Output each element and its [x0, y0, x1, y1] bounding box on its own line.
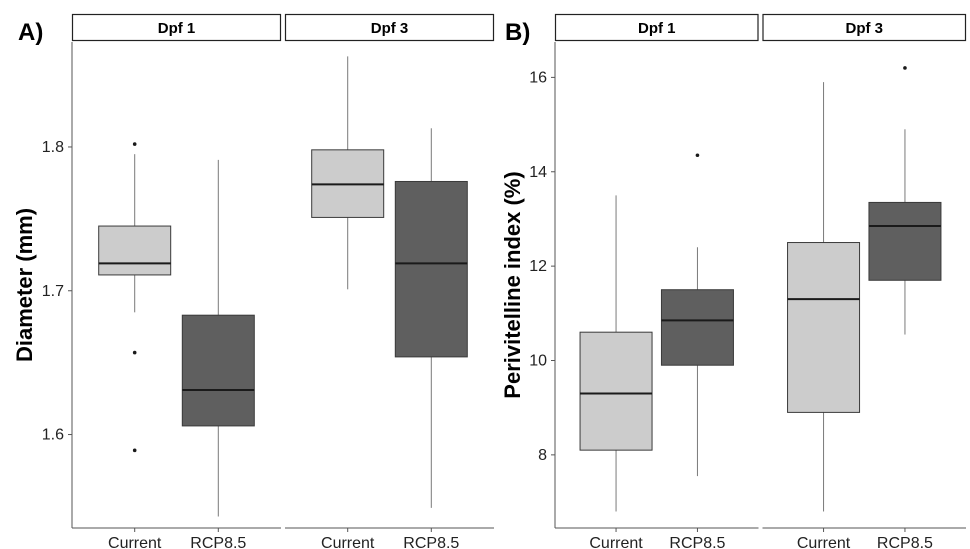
- facet-strip: [554, 13, 759, 42]
- x-tick-label: RCP8.5: [877, 535, 933, 549]
- x-tick-label: Current: [589, 535, 643, 549]
- y-tick-label: 14: [529, 164, 547, 181]
- panel-label: B): [505, 19, 530, 46]
- box-rcp85: [868, 66, 942, 335]
- y-tick-label: 12: [529, 258, 547, 275]
- box-current: [311, 56, 385, 290]
- x-tick-label: RCP8.5: [190, 535, 246, 549]
- y-tick-label: 8: [538, 447, 547, 464]
- box-iqr: [787, 242, 861, 413]
- outlier-point: [132, 142, 137, 146]
- box-rcp85: [181, 159, 255, 517]
- outlier-point: [132, 350, 137, 355]
- box-iqr: [98, 225, 172, 276]
- facet-strip: [71, 13, 282, 42]
- facet-strip: [762, 13, 967, 42]
- box-iqr: [394, 180, 468, 358]
- y-axis-title: Diameter (mm): [12, 208, 37, 362]
- outlier-point: [903, 66, 907, 70]
- facet-strip-label: Dpf 3: [371, 20, 409, 37]
- x-tick-label: Current: [321, 535, 375, 549]
- facet-strip-label: Dpf 1: [158, 20, 196, 37]
- y-tick-label: 1.8: [42, 139, 64, 156]
- facet-strip-label: Dpf 1: [638, 20, 676, 37]
- x-tick-label: RCP8.5: [669, 535, 725, 549]
- chart-panel-b: B) Perivitelline index (%) 8 10 12 14 16 Dpf 1 C…: [500, 13, 967, 549]
- y-tick-label: 1.7: [42, 283, 64, 300]
- box-current: [787, 82, 861, 512]
- y-tick-label: 10: [529, 352, 547, 369]
- facet-strip: [284, 13, 495, 42]
- outlier-point: [132, 448, 137, 453]
- y-tick-label: 1.6: [42, 427, 64, 444]
- box-rcp85: [660, 153, 734, 477]
- box-iqr: [868, 201, 942, 281]
- box-iqr: [579, 331, 653, 451]
- facet-strip-label: Dpf 3: [846, 20, 884, 37]
- chart-panel-a: A) Diameter (mm) 1.6 1.7 1.8 Dpf 1 Current RCP8…: [12, 13, 495, 549]
- x-tick-label: Current: [108, 535, 162, 549]
- box-iqr: [660, 289, 734, 366]
- box-current: [98, 142, 172, 453]
- x-tick-label: RCP8.5: [403, 535, 459, 549]
- outlier-point: [695, 153, 700, 158]
- box-current: [579, 195, 653, 512]
- y-axis-title: Perivitelline index (%): [500, 171, 525, 398]
- box-rcp85: [394, 128, 468, 508]
- box-iqr: [181, 314, 255, 427]
- panel-label: A): [18, 19, 43, 46]
- x-tick-label: Current: [797, 535, 851, 549]
- y-tick-label: 16: [529, 69, 547, 86]
